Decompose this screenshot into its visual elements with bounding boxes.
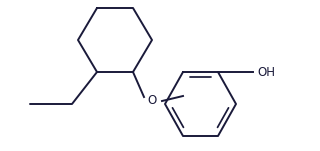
Text: O: O [148, 93, 156, 106]
Text: OH: OH [257, 66, 275, 79]
